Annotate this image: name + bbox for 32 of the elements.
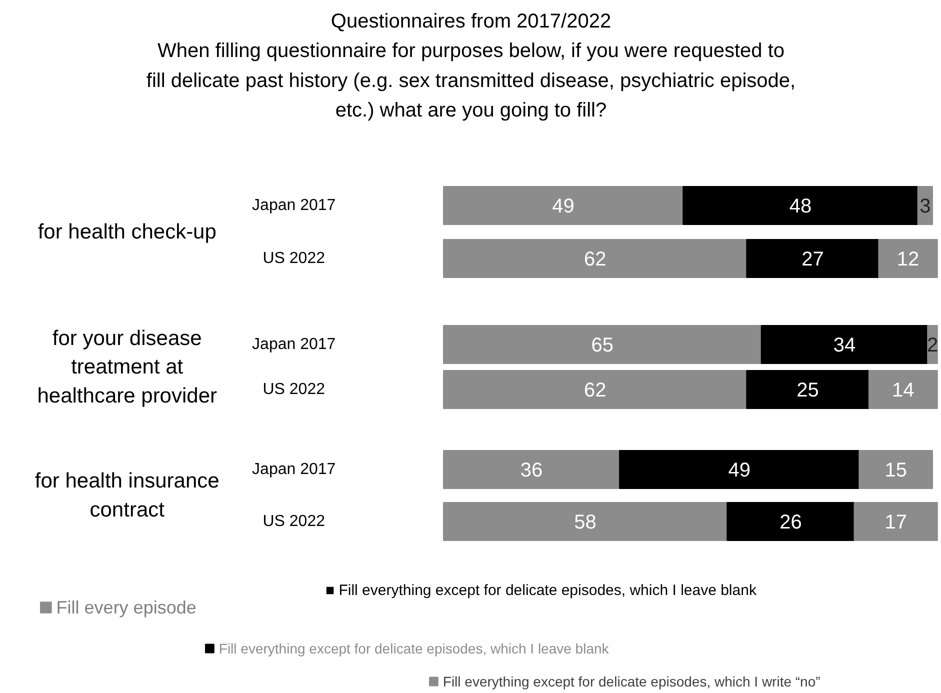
data-label: 2 xyxy=(926,334,938,356)
data-label: 49 xyxy=(552,196,574,218)
text: for your disease treatment at healthcare provider xyxy=(37,326,218,408)
data-label: 65 xyxy=(591,334,614,356)
data-label: 25 xyxy=(796,380,819,402)
legend-label: Fill everything except for delicate episodes, which I leave blank xyxy=(218,640,610,656)
legend-label: Fill every episode xyxy=(56,598,196,618)
text: for health insurance contract xyxy=(34,470,220,522)
data-label: 48 xyxy=(789,196,812,218)
y-tick-label: US 2022 xyxy=(262,513,326,530)
text: ■ Fill everything except for delicate episodes, which I leave blank xyxy=(326,582,757,599)
data-label: 62 xyxy=(584,248,606,270)
data-label: 15 xyxy=(884,460,907,482)
data-label: 34 xyxy=(833,334,856,356)
data-label: 62 xyxy=(584,380,606,402)
data-label: 3 xyxy=(920,196,931,218)
data-label: 17 xyxy=(884,512,907,534)
data-label: 49 xyxy=(728,460,750,482)
data-label: 36 xyxy=(520,460,543,482)
data-label: 12 xyxy=(896,248,920,270)
text: for health check-up xyxy=(38,220,216,244)
y-tick-label: US 2022 xyxy=(262,250,326,267)
y-tick-label: US 2022 xyxy=(262,381,326,398)
data-label: 27 xyxy=(802,248,824,270)
data-label: 14 xyxy=(892,380,914,402)
y-tick-label: Japan 2017 xyxy=(252,461,336,478)
legend-label: Fill everything except for delicate episodes, which I write “no” xyxy=(442,674,821,690)
y-tick-label: Japan 2017 xyxy=(252,336,336,353)
chart-title: Questionnaires from 2017/2022 When filling questionnaire for purposes below, if you were requested to fill delicate past history (e.g. sex transmitted disease, psychiatric episode, etc.) what are you going to fill? xyxy=(146,10,796,122)
data-label: 26 xyxy=(780,512,802,534)
data-label: 58 xyxy=(574,512,596,534)
y-tick-label: Japan 2017 xyxy=(252,197,336,214)
